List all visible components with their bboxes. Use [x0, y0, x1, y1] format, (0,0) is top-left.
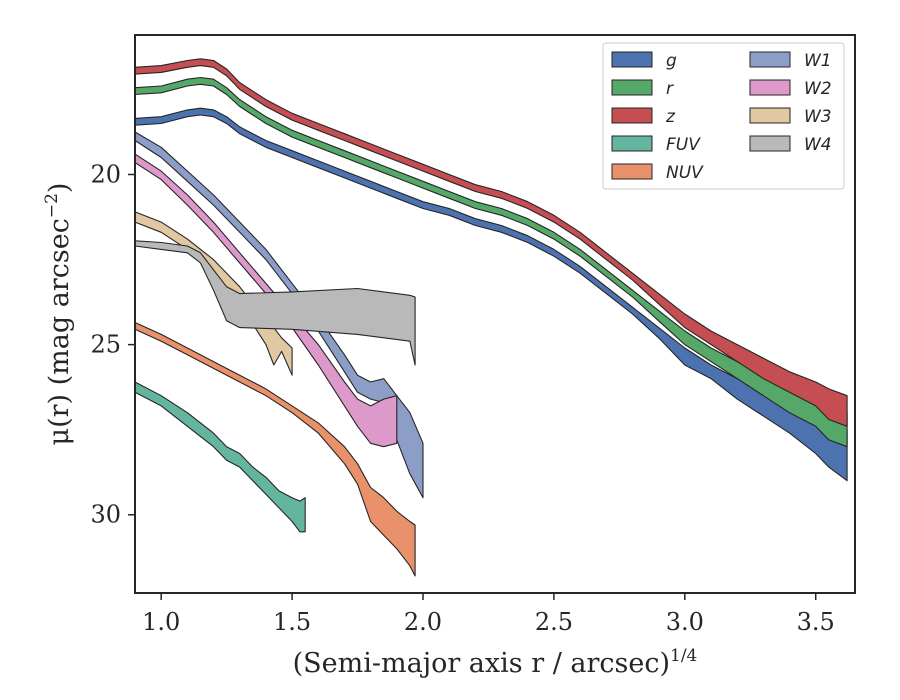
legend-swatch-w4 [749, 135, 791, 152]
x-tick-label: 2.5 [535, 608, 573, 636]
legend-swatch-r [611, 79, 653, 96]
area-z [134, 58, 848, 427]
area-r [134, 76, 848, 448]
legend-label-w1: W1 [804, 51, 832, 71]
x-tick-label: 1.0 [142, 608, 180, 636]
y-tick-label: 20 [90, 161, 121, 189]
legend-swatch-fuv [611, 135, 653, 152]
x-tick-label: 2.0 [404, 608, 442, 636]
y-axis-label: μ(r) (mag arcsec−2) [42, 183, 75, 446]
x-axis-label: (Semi-major axis r / arcsec)1/4 [293, 646, 698, 679]
legend-label-fuv: FUV [666, 135, 701, 155]
y-tick-label: 30 [90, 501, 121, 529]
legend-swatch-w1 [749, 51, 791, 68]
x-axis-ticks: 1.0 1.5 2.0 2.5 3.0 3.5 [142, 593, 835, 636]
area-g [134, 107, 848, 482]
area-fuv [134, 381, 306, 533]
legend-swatch-z [611, 107, 653, 124]
legend-label-g: g [666, 51, 677, 71]
x-tick-label: 3.5 [797, 608, 835, 636]
area-w4 [134, 240, 416, 366]
x-tick-label: 3.0 [666, 608, 704, 636]
area-w2 [134, 153, 398, 448]
legend-swatch-g [611, 51, 653, 68]
legend-label-w2: W2 [804, 79, 832, 99]
legend-label-r: r [666, 79, 674, 99]
plot-frame [134, 34, 856, 594]
y-axis-ticks: 20 25 30 [90, 161, 135, 529]
legend-swatch-w3 [749, 107, 791, 124]
legend-label-w3: W3 [804, 107, 832, 127]
legend-label-nuv: NUV [666, 163, 704, 183]
area-nuv [134, 321, 416, 577]
y-tick-label: 25 [90, 331, 121, 359]
legend: grz FUV NUV W1 W2 W3 W4 [602, 42, 845, 190]
legend-swatch-w2 [749, 79, 791, 96]
legend-label-w4: W4 [804, 135, 832, 155]
plot-areas [134, 58, 848, 577]
area-w1 [134, 131, 424, 499]
legend-swatch-nuv [611, 163, 653, 180]
legend-label-z: z [665, 107, 676, 127]
x-tick-label: 1.5 [273, 608, 311, 636]
